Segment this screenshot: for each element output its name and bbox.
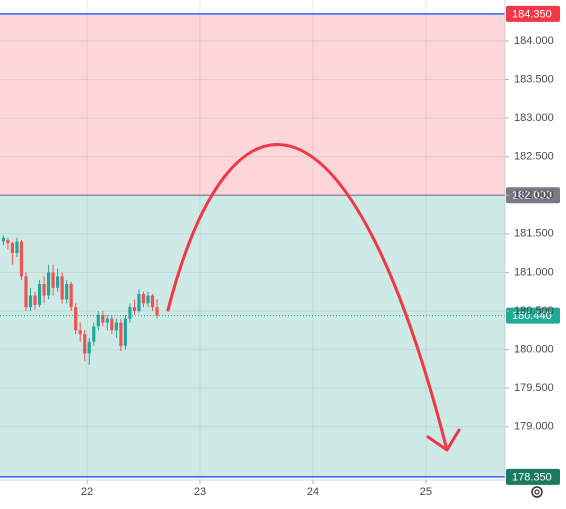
candle-body — [132, 307, 137, 311]
gear-outer[interactable] — [531, 486, 543, 498]
candle-body — [60, 276, 64, 300]
candle-body — [92, 326, 96, 342]
zone — [0, 195, 505, 477]
candle-body — [24, 276, 28, 308]
candle-body — [137, 294, 141, 311]
candle-body — [15, 241, 19, 254]
x-tick-label: 24 — [307, 486, 319, 498]
settings-icon[interactable] — [531, 486, 543, 498]
candle-body — [37, 283, 42, 305]
candle-body — [101, 314, 105, 323]
y-tick-label: 184.000 — [514, 35, 554, 47]
y-tick-label: 179.000 — [514, 421, 554, 433]
level-label: 182.000 — [512, 190, 552, 202]
level-box — [506, 468, 560, 485]
candle-body — [87, 341, 91, 354]
y-tick-label: 181.500 — [514, 228, 554, 240]
candle-body — [28, 295, 33, 308]
candle-body — [65, 283, 69, 300]
candle-body — [114, 322, 118, 331]
candle-body — [105, 318, 109, 323]
candle-body — [128, 307, 132, 319]
y-tick-label: 180.500 — [514, 305, 554, 317]
candle-body — [83, 334, 87, 354]
arrowhead — [426, 428, 461, 452]
y-tick-label: 180.000 — [514, 343, 554, 355]
candle-body — [56, 276, 60, 288]
y-tick-label: 183.500 — [514, 73, 554, 85]
candle-body — [119, 322, 123, 346]
x-tick-label: 22 — [81, 486, 93, 498]
candle-body — [19, 241, 24, 277]
level-box — [506, 187, 560, 204]
y-tick-label: 182.000 — [514, 189, 554, 201]
candle-body — [141, 294, 146, 304]
candle-body — [10, 243, 15, 254]
gear-inner[interactable] — [534, 489, 540, 495]
zone — [0, 13, 505, 196]
x-tick-label: 23 — [194, 486, 206, 498]
candle-body — [33, 295, 37, 305]
x-tick-label: 25 — [420, 486, 432, 498]
y-tick-label: 183.000 — [514, 112, 554, 124]
level-box — [506, 5, 560, 22]
forecast-curve — [166, 143, 449, 452]
y-tick-label: 182.500 — [514, 151, 554, 163]
candle-body — [155, 307, 159, 316]
level-label: 184.350 — [512, 8, 552, 20]
level-label: 180.440 — [512, 310, 552, 322]
candle-body — [150, 295, 155, 308]
candle-body — [74, 307, 78, 331]
candle-body — [123, 318, 128, 346]
candle-body — [6, 240, 10, 244]
candle-body — [96, 314, 100, 327]
candle-body — [69, 283, 73, 308]
y-tick-label: 181.000 — [514, 266, 554, 278]
level-label: 178.350 — [512, 471, 552, 483]
level-box — [506, 307, 560, 324]
forecast-arrow — [166, 143, 461, 452]
candle-body — [46, 272, 51, 296]
candle-body — [78, 330, 82, 335]
candle-body — [110, 318, 114, 331]
candle-body — [1, 237, 5, 242]
y-tick-label: 179.500 — [514, 382, 554, 394]
candle-body — [51, 272, 55, 288]
candle-body — [146, 295, 150, 304]
candle-body — [42, 283, 46, 296]
